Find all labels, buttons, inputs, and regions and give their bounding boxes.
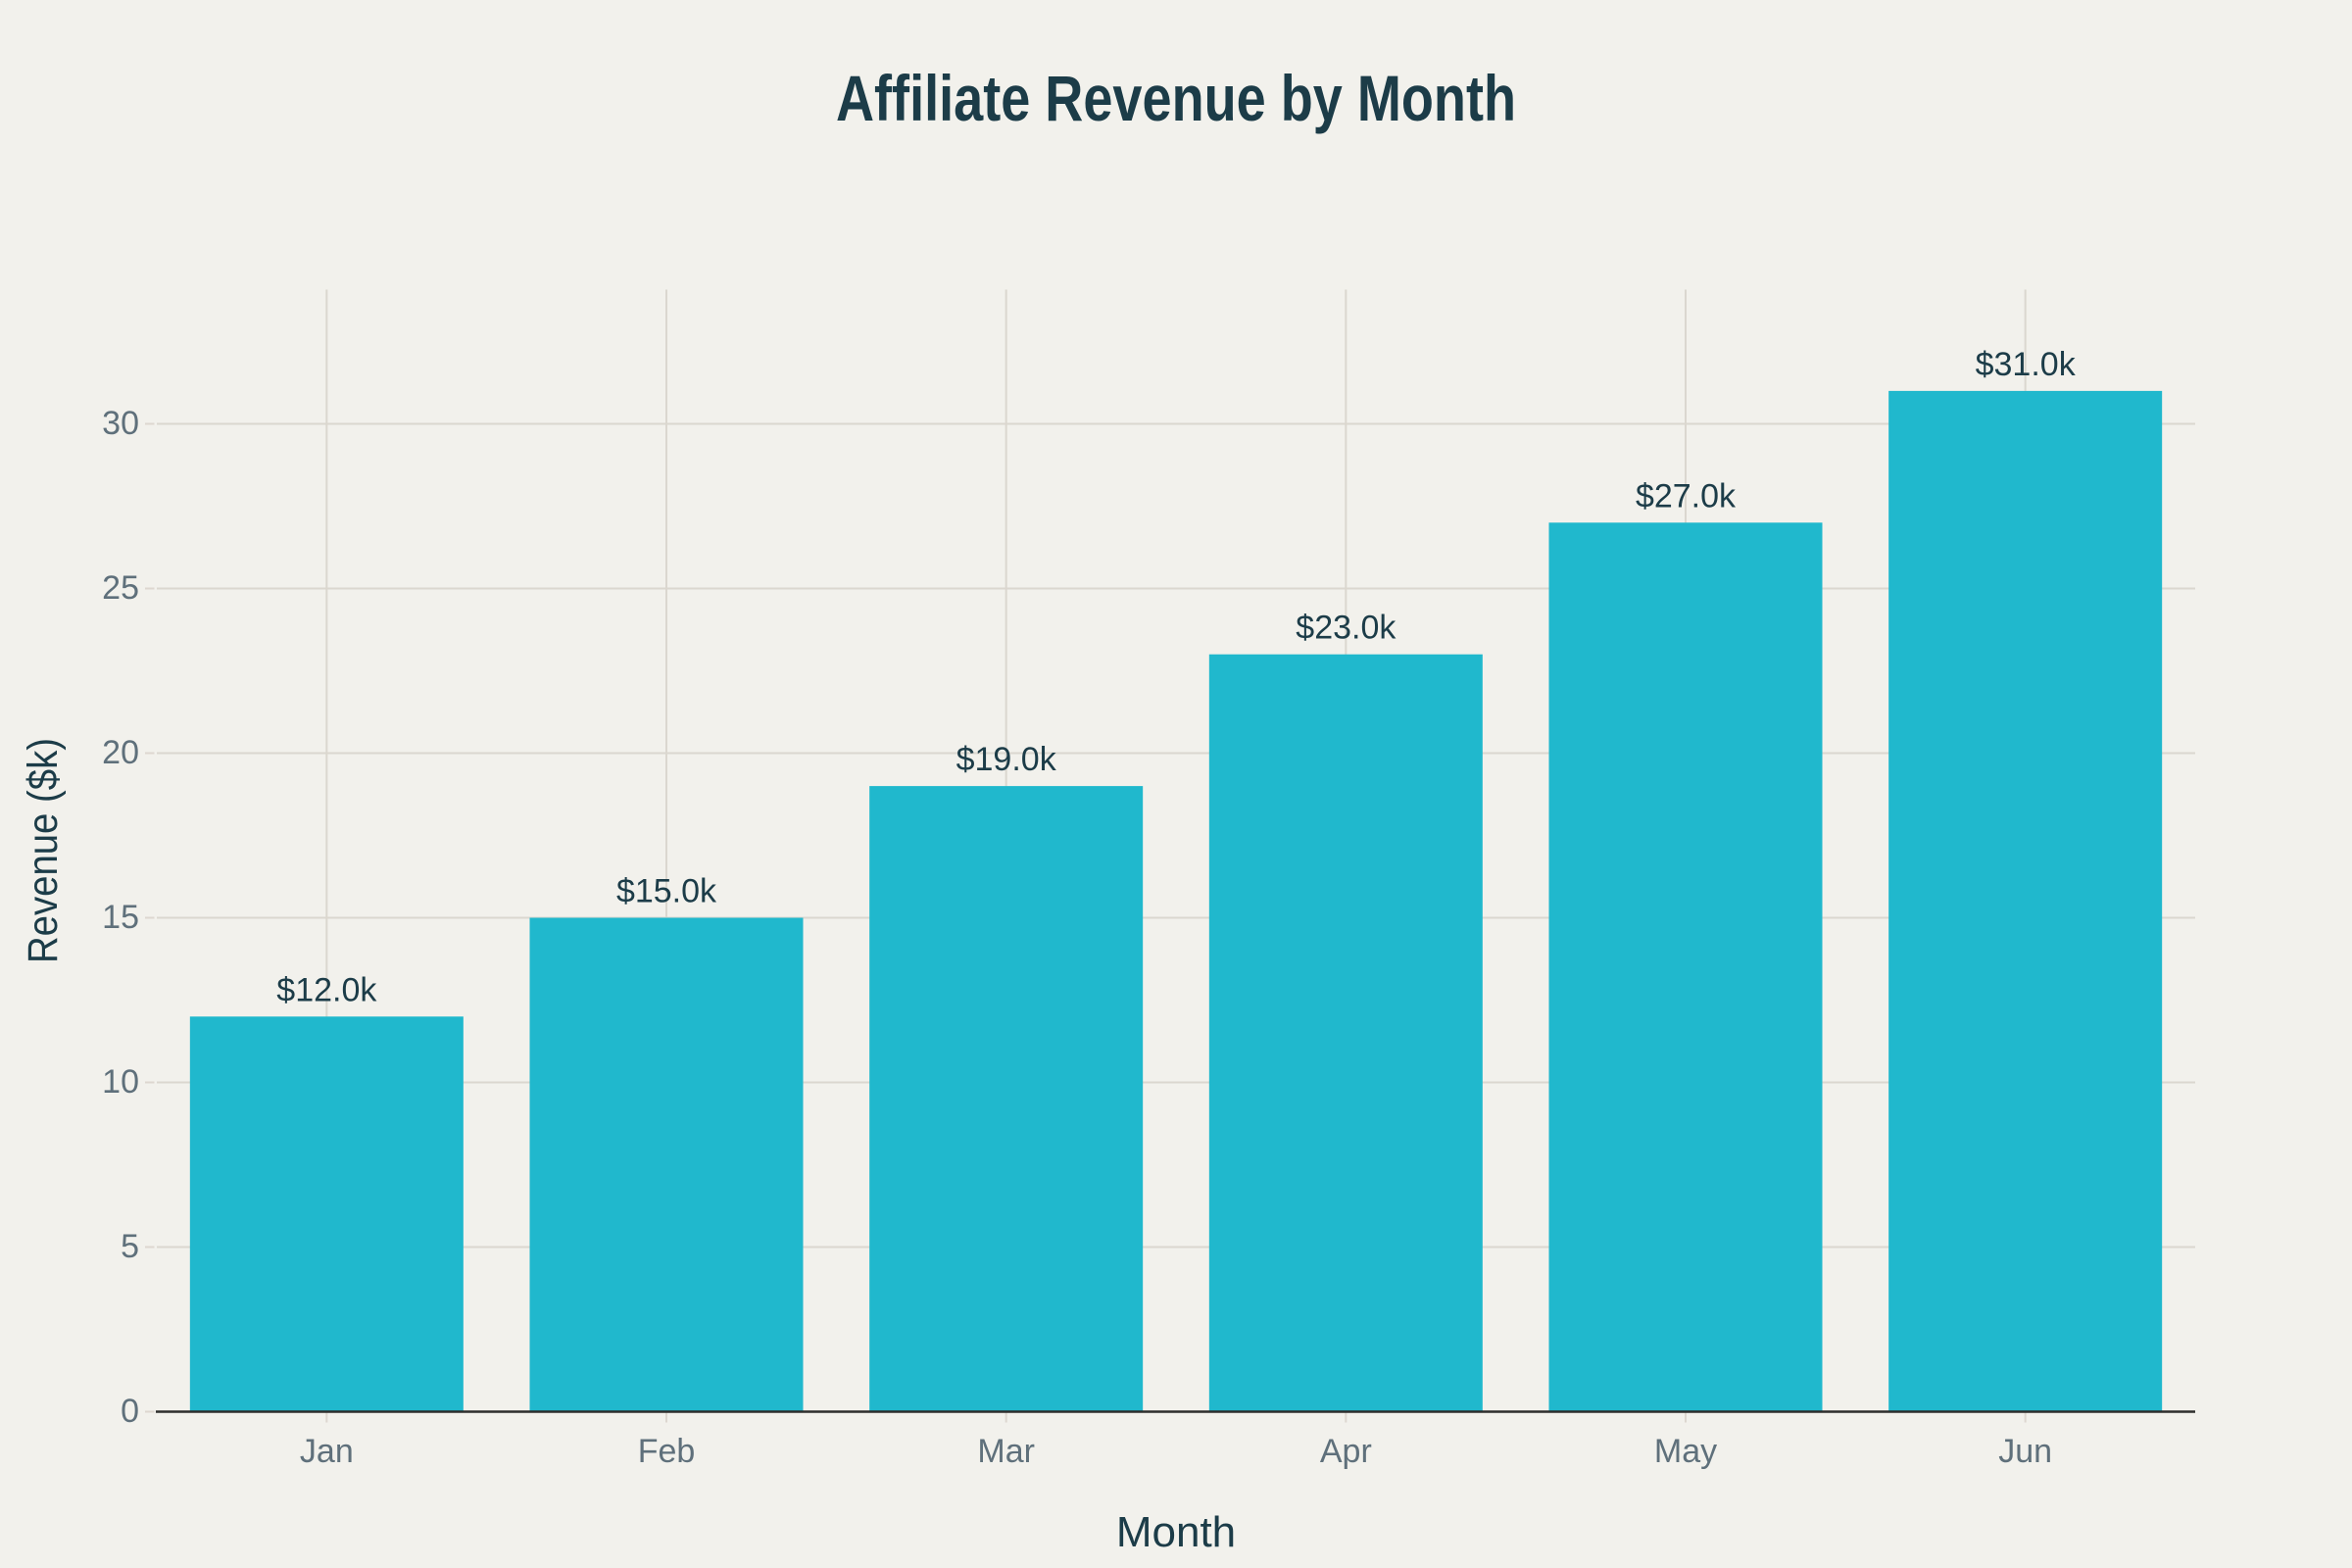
svg-text:$15.0k: $15.0k: [616, 873, 717, 910]
svg-text:$31.0k: $31.0k: [1976, 346, 2077, 383]
svg-text:May: May: [1654, 1433, 1717, 1470]
svg-text:Revenue ($k): Revenue ($k): [20, 738, 67, 963]
svg-text:$23.0k: $23.0k: [1296, 610, 1396, 647]
svg-text:Feb: Feb: [638, 1433, 696, 1470]
svg-text:Mar: Mar: [977, 1433, 1035, 1470]
svg-text:Apr: Apr: [1320, 1433, 1372, 1470]
svg-text:Affiliate Revenue by Month: Affiliate Revenue by Month: [836, 62, 1516, 134]
svg-text:15: 15: [102, 899, 139, 936]
svg-text:Jun: Jun: [1998, 1433, 2052, 1470]
svg-text:Jan: Jan: [300, 1433, 354, 1470]
svg-text:$12.0k: $12.0k: [276, 971, 377, 1008]
svg-text:25: 25: [102, 569, 139, 607]
svg-text:30: 30: [102, 405, 139, 442]
svg-text:$27.0k: $27.0k: [1636, 477, 1737, 514]
svg-text:Month: Month: [1116, 1508, 1236, 1556]
svg-text:5: 5: [121, 1228, 139, 1265]
svg-text:0: 0: [121, 1393, 139, 1430]
svg-text:20: 20: [102, 734, 139, 771]
svg-text:10: 10: [102, 1063, 139, 1101]
svg-text:$19.0k: $19.0k: [956, 741, 1057, 778]
